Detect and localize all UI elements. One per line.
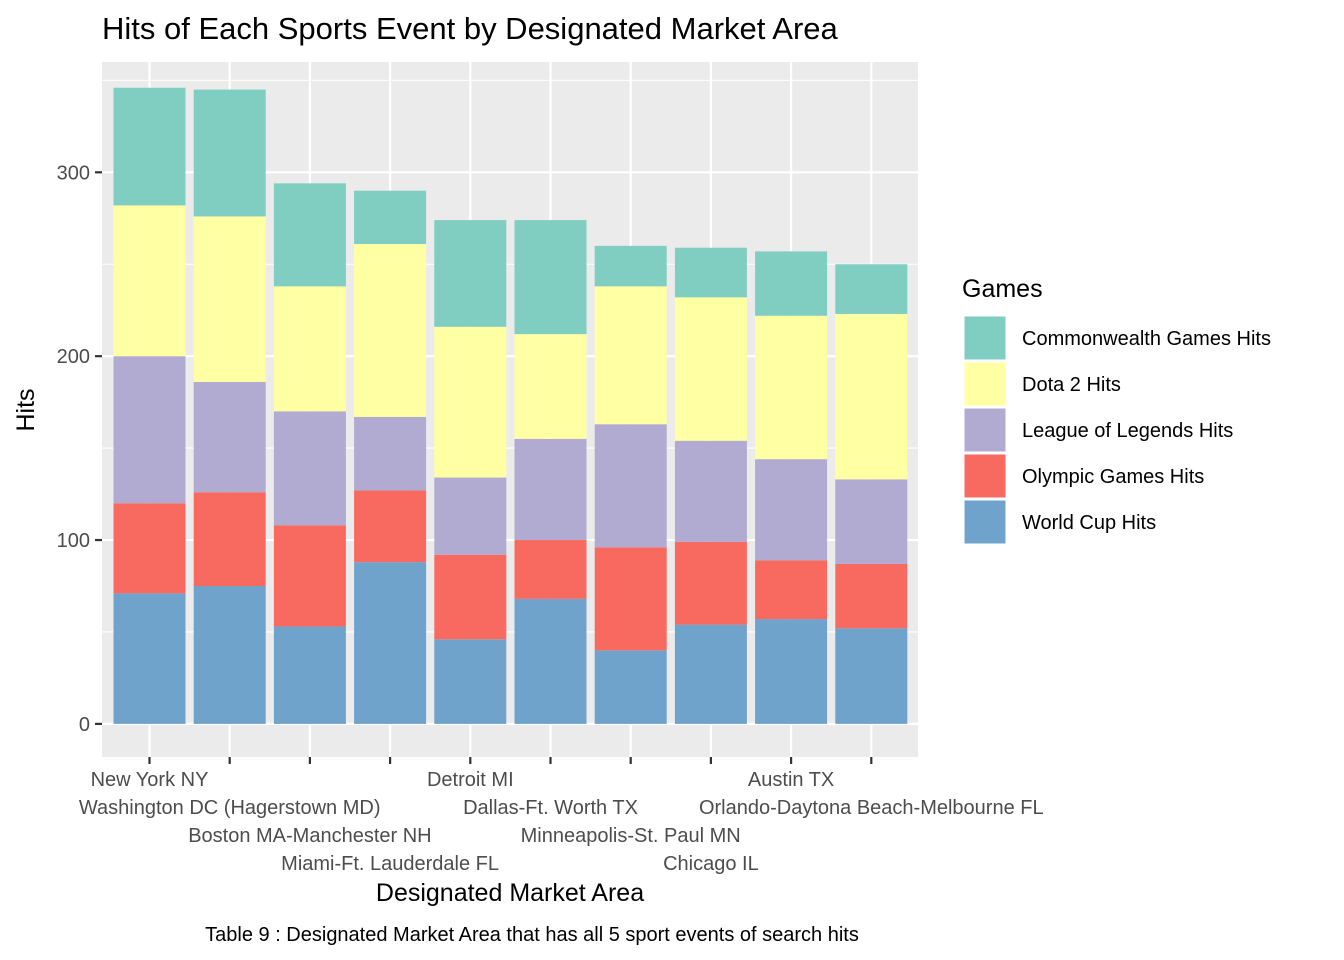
bar-segment-world-cup-hits — [193, 586, 266, 724]
y-tick-label: 0 — [79, 714, 90, 736]
bar-segment-commonwealth-games-hits — [835, 264, 908, 314]
bar-segment-world-cup-hits — [594, 650, 667, 724]
x-tick-label: Austin TX — [748, 769, 834, 791]
bar-segment-commonwealth-games-hits — [514, 220, 587, 335]
bar-segment-dota-2-hits — [193, 216, 266, 382]
bar-segment-olympic-games-hits — [113, 503, 186, 594]
bar-segment-olympic-games-hits — [755, 560, 828, 620]
bar-segment-dota-2-hits — [755, 315, 828, 460]
bar-segment-dota-2-hits — [835, 313, 908, 480]
bar-segment-league-of-legends-hits — [674, 440, 747, 542]
y-tick-label: 200 — [57, 346, 90, 368]
legend-label: Dota 2 Hits — [1022, 374, 1121, 396]
bar-segment-commonwealth-games-hits — [755, 251, 828, 316]
y-axis: 0 100 200 300 — [57, 162, 102, 736]
bar-segment-olympic-games-hits — [594, 547, 667, 651]
bar-segment-commonwealth-games-hits — [273, 183, 346, 287]
bar-segment-world-cup-hits — [835, 628, 908, 724]
bar-segment-dota-2-hits — [514, 334, 587, 439]
bar-segment-world-cup-hits — [434, 639, 507, 724]
bar-segment-league-of-legends-hits — [273, 411, 346, 526]
bar-segment-league-of-legends-hits — [113, 356, 186, 504]
y-tick-label: 300 — [57, 162, 90, 184]
bar-segment-world-cup-hits — [113, 593, 186, 724]
bar-segment-dota-2-hits — [594, 286, 667, 425]
bar-segment-world-cup-hits — [674, 624, 747, 724]
x-axis: New York NY Washington DC (Hagerstown MD)… — [79, 757, 1044, 875]
legend-key — [963, 407, 1007, 453]
chart-title: Hits of Each Sports Event by Designated … — [102, 11, 839, 46]
bar-segment-olympic-games-hits — [354, 490, 427, 563]
bar-segment-olympic-games-hits — [835, 563, 908, 629]
bar-segment-world-cup-hits — [514, 598, 587, 724]
x-tick-label: Washington DC (Hagerstown MD) — [79, 797, 381, 819]
bar-segment-olympic-games-hits — [514, 540, 587, 599]
chart-caption: Table 9 : Designated Market Area that ha… — [205, 924, 859, 946]
bar-segment-dota-2-hits — [273, 286, 346, 412]
bar-segment-commonwealth-games-hits — [354, 190, 427, 245]
x-tick-label: Boston MA-Manchester NH — [188, 825, 431, 847]
legend-key — [963, 453, 1007, 499]
x-axis-title: Designated Market Area — [376, 879, 644, 907]
legend-key — [963, 499, 1007, 545]
x-tick-label: Chicago IL — [663, 853, 759, 875]
bar-segment-dota-2-hits — [674, 297, 747, 441]
bar-segment-world-cup-hits — [273, 626, 346, 724]
bar-segment-league-of-legends-hits — [354, 416, 427, 491]
x-tick-label: Miami-Ft. Lauderdale FL — [281, 853, 499, 875]
bar-segment-commonwealth-games-hits — [594, 245, 667, 287]
bar-segment-commonwealth-games-hits — [113, 87, 186, 206]
legend-key — [963, 315, 1007, 361]
legend-title: Games — [962, 275, 1043, 303]
bar-segment-commonwealth-games-hits — [193, 89, 266, 217]
bar-segment-olympic-games-hits — [273, 525, 346, 627]
bar-segment-olympic-games-hits — [434, 554, 507, 640]
bar-segment-olympic-games-hits — [193, 492, 266, 587]
y-tick-label: 100 — [57, 530, 90, 552]
bar-segment-commonwealth-games-hits — [674, 247, 747, 298]
bar-segment-league-of-legends-hits — [434, 477, 507, 555]
legend-label: League of Legends Hits — [1022, 420, 1233, 442]
bar-segment-dota-2-hits — [113, 205, 186, 357]
x-tick-label: New York NY — [91, 769, 209, 791]
legend-label: Olympic Games Hits — [1022, 466, 1204, 488]
bar-segment-league-of-legends-hits — [514, 438, 587, 541]
bar-segment-dota-2-hits — [434, 326, 507, 478]
x-tick-label: Minneapolis-St. Paul MN — [521, 825, 741, 847]
bar-segment-world-cup-hits — [755, 619, 828, 724]
legend-key — [963, 361, 1007, 407]
bar-segment-olympic-games-hits — [674, 541, 747, 625]
x-tick-label: Dallas-Ft. Worth TX — [463, 797, 638, 819]
x-tick-label: Orlando-Daytona Beach-Melbourne FL — [699, 797, 1044, 819]
y-axis-title: Hits — [12, 388, 40, 431]
bar-segment-league-of-legends-hits — [193, 381, 266, 493]
legend-label: Commonwealth Games Hits — [1022, 328, 1271, 350]
legend-label: World Cup Hits — [1022, 512, 1156, 534]
bar-segment-world-cup-hits — [354, 562, 427, 724]
bar-segment-league-of-legends-hits — [755, 459, 828, 561]
bar-segment-league-of-legends-hits — [835, 479, 908, 564]
bar-segment-commonwealth-games-hits — [434, 220, 507, 327]
bar-segment-league-of-legends-hits — [594, 424, 667, 548]
bar-segment-dota-2-hits — [354, 244, 427, 417]
x-tick-label: Detroit MI — [427, 769, 514, 791]
legend: Games Commonwealth Games Hits Dota 2 Hits… — [962, 275, 1271, 545]
bar-stacks — [113, 87, 908, 724]
